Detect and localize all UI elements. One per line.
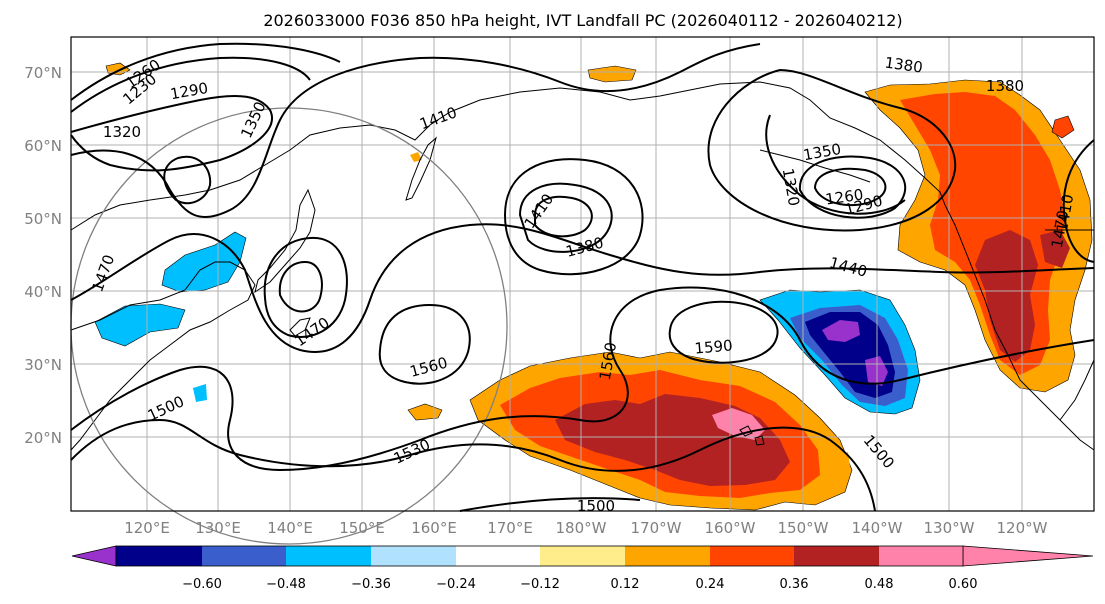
colorbar-tick-label: 0.60 <box>949 577 978 592</box>
colorbar: −0.60 −0.48 −0.36 −0.24 −0.12 0.12 0.24 … <box>71 545 1094 592</box>
contour-label: 1380 <box>884 53 924 76</box>
alaska-coast <box>689 81 946 206</box>
lon-tick-label: 120°W <box>997 519 1048 537</box>
map-frame <box>70 36 1095 512</box>
map-panel: 1230 1260 1290 1320 1350 1410 1380 1380 … <box>70 36 1095 545</box>
lat-tick-label: 20°N <box>24 429 62 447</box>
colorbar-segment <box>794 546 879 566</box>
colorbar-tick-label: 0.24 <box>696 577 725 592</box>
japan-coast <box>254 188 316 294</box>
figure-title: 2026033000 F036 850 hPa height, IVT Land… <box>263 11 902 30</box>
negative-ivt-fills <box>94 231 921 415</box>
lon-tick-label: 130°E <box>195 519 241 537</box>
contour-label: 1260 <box>824 185 864 208</box>
aleutian-islands <box>759 149 871 183</box>
colorbar-tick-label: −0.48 <box>266 577 306 592</box>
contour-label: 1500 <box>577 497 615 515</box>
colorbar-segment <box>540 546 625 566</box>
contour-label: 1320 <box>103 123 141 141</box>
hawaii-coast-2 <box>754 435 765 446</box>
lat-tick-label: 70°N <box>24 64 62 82</box>
colorbar-tick-label: −0.36 <box>351 577 391 592</box>
lon-axis: 120°E 130°E 140°E 150°E 160°E 170°E 180°… <box>124 519 1047 537</box>
colorbar-segment <box>371 546 456 566</box>
colorbar-segment <box>202 546 286 566</box>
lat-axis: 70°N 60°N 50°N 40°N 30°N 20°N <box>24 64 62 447</box>
colorbar-segment <box>710 546 794 566</box>
gridlines <box>71 37 1094 511</box>
asia-east-coast <box>70 261 256 451</box>
lon-tick-label: 140°E <box>267 519 313 537</box>
lat-tick-label: 50°N <box>24 210 62 228</box>
colorbar-outline <box>115 545 964 567</box>
colorbar-segment <box>116 546 202 566</box>
height-contours <box>70 42 1095 512</box>
colorbar-tick-label: 0.48 <box>865 577 894 592</box>
lat-tick-label: 40°N <box>24 283 62 301</box>
lon-tick-label: 130°W <box>924 519 975 537</box>
colorbar-tick-label: −0.24 <box>436 577 476 592</box>
lon-tick-label: 170°E <box>487 519 533 537</box>
lon-tick-label: 150°W <box>778 519 829 537</box>
kamchatka-coast <box>405 136 437 201</box>
contour-label: 1590 <box>694 336 734 357</box>
lon-tick-label: 140°W <box>852 519 903 537</box>
lon-tick-label: 160°E <box>411 519 457 537</box>
colorbar-extend-low <box>71 545 117 567</box>
lon-tick-label: 170°W <box>631 519 682 537</box>
colorbar-segment <box>625 546 710 566</box>
baja-coast <box>1059 359 1095 421</box>
contour-label: 1380 <box>986 77 1024 95</box>
lat-tick-label: 60°N <box>24 137 62 155</box>
lat-tick-label: 30°N <box>24 356 62 374</box>
lon-tick-label: 150°E <box>339 519 385 537</box>
lon-tick-label: 180°W <box>556 519 607 537</box>
lon-tick-label: 160°W <box>705 519 756 537</box>
colorbar-segment <box>456 546 540 566</box>
japan-south-coast <box>289 317 311 337</box>
colorbar-extend-high <box>962 545 1094 567</box>
colorbar-segment <box>286 546 371 566</box>
colorbar-tick-label: 0.12 <box>611 577 640 592</box>
colorbar-segment <box>879 546 963 566</box>
colorbar-tick-label: 0.36 <box>780 577 809 592</box>
lon-tick-label: 120°E <box>124 519 170 537</box>
na-west-coast <box>944 204 1095 451</box>
colorbar-tick-label: −0.60 <box>182 577 222 592</box>
colorbar-tick-label: −0.12 <box>520 577 560 592</box>
